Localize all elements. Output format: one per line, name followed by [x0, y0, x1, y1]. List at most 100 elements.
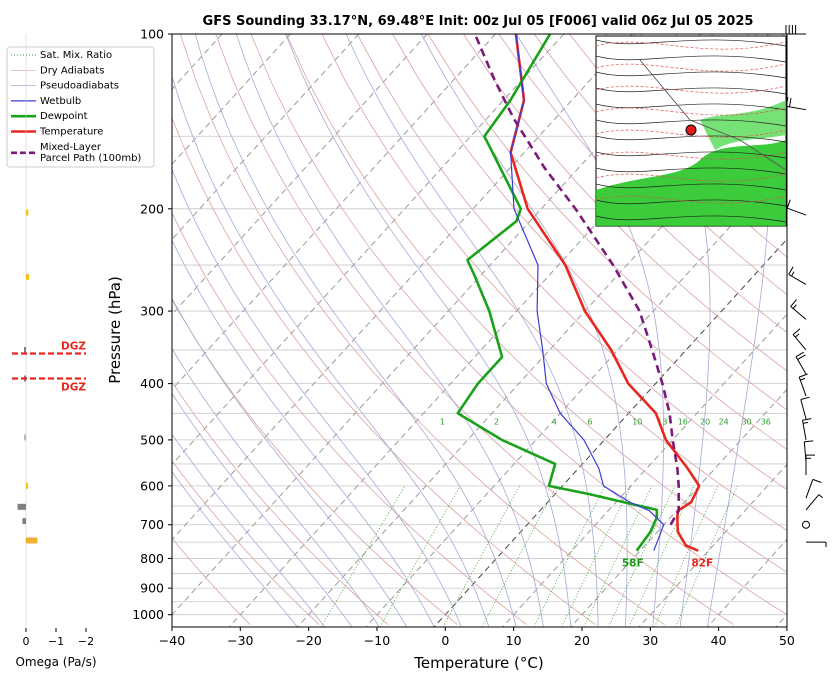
wind-barb	[787, 200, 806, 215]
mix-ratio-label: 36	[761, 417, 771, 426]
x-tick-label: 10	[506, 633, 522, 648]
barb-staff	[806, 495, 819, 510]
mix-ratio-label: 16	[678, 417, 688, 426]
wind-barb	[806, 542, 826, 547]
wind-barb	[801, 397, 810, 419]
omega-tick-label: 0	[23, 635, 30, 648]
barb-staff	[806, 479, 813, 498]
omega-axis-label: Omega (Pa/s)	[15, 655, 96, 669]
wind-barb	[799, 374, 807, 396]
barb-flag	[789, 267, 794, 275]
omega-bar	[22, 518, 26, 524]
x-axis-label: Temperature (°C)	[413, 654, 543, 672]
barb-flag	[813, 479, 822, 482]
barb-flag	[803, 419, 812, 421]
barb-flag	[793, 305, 796, 309]
mix-ratio-label: 2	[494, 417, 499, 426]
calm-circle	[803, 521, 810, 528]
omega-bar	[26, 483, 28, 489]
legend-label: Sat. Mix. Ratio	[40, 50, 112, 61]
omega-bar	[26, 274, 29, 280]
legend-label: Temperature	[39, 127, 103, 138]
wind-barb	[793, 329, 806, 350]
wind-barb	[796, 352, 806, 374]
barb-staff	[799, 377, 806, 396]
omega-bar	[24, 434, 26, 440]
omega-tick-label: −2	[78, 635, 94, 648]
barb-flag	[804, 441, 813, 442]
inset-map	[596, 36, 786, 226]
x-tick-label: −20	[295, 633, 321, 648]
y-tick-label: 200	[140, 201, 164, 216]
y-tick-label: 700	[140, 517, 164, 532]
chart-title: GFS Sounding 33.17°N, 69.48°E Init: 00z …	[203, 14, 754, 29]
dry-adiabat	[782, 34, 832, 625]
barb-flag	[790, 98, 792, 107]
barb-flag	[803, 423, 808, 424]
y-tick-label: 300	[140, 304, 164, 319]
omega-tick-label: −1	[48, 635, 64, 648]
wind-barbs	[786, 25, 826, 547]
x-tick-label: −30	[227, 633, 253, 648]
y-tick-label: 800	[140, 551, 164, 566]
wind-barb	[786, 97, 806, 109]
legend-label: Dry Adiabats	[40, 65, 104, 76]
omega-bar	[24, 347, 26, 353]
dgz-label: DGZ	[61, 341, 86, 353]
x-tick-label: 0	[441, 633, 449, 648]
x-tick-label: −10	[364, 633, 390, 648]
wind-barb	[806, 455, 815, 475]
omega-bar	[26, 210, 28, 216]
y-tick-label: 1000	[132, 607, 164, 622]
wind-barb	[803, 419, 812, 440]
y-tick-label: 900	[140, 581, 164, 596]
legend-label: Mixed-Layer	[40, 142, 102, 153]
wind-barb	[806, 479, 821, 498]
dewpoint-surface-label: 58F	[622, 558, 644, 570]
mix-ratio-label: 10	[632, 417, 642, 426]
x-tick-label: 20	[574, 633, 590, 648]
omega-bar	[18, 504, 26, 510]
wind-barb	[791, 300, 806, 320]
x-tick-label: 40	[711, 633, 727, 648]
mix-ratio-label: 1	[440, 417, 445, 426]
barb-staff	[796, 357, 806, 374]
legend-label: Dewpoint	[40, 111, 88, 122]
wind-barb	[803, 521, 810, 528]
barb-flag	[819, 495, 823, 498]
barb-staff	[789, 275, 806, 285]
barb-staff	[801, 400, 806, 419]
omega-bar	[26, 537, 37, 543]
y-tick-label: 100	[140, 27, 164, 42]
y-tick-label: 600	[140, 478, 164, 493]
barb-flag	[801, 397, 810, 399]
barb-flag	[787, 200, 790, 209]
x-tick-label: 50	[779, 633, 795, 648]
legend-label: Wetbulb	[40, 96, 81, 107]
temperature-surface-label: 82F	[691, 558, 713, 570]
wind-barb	[789, 267, 806, 285]
barb-flag	[800, 378, 805, 380]
mix-ratio-label: 30	[742, 417, 752, 426]
x-tick-label: −40	[159, 633, 185, 648]
barb-flag	[792, 272, 795, 276]
barb-staff	[791, 307, 806, 320]
barb-flag	[795, 334, 799, 337]
barb-flag	[799, 374, 807, 377]
location-marker	[686, 125, 696, 135]
wind-barb	[786, 25, 806, 34]
barb-flag	[793, 329, 800, 335]
mix-ratio-label: 20	[700, 417, 710, 426]
y-tick-label: 500	[140, 432, 164, 447]
legend: Sat. Mix. Ratio Dry Adiabats Pseudoadiabat…	[7, 47, 154, 167]
y-tick-label: 400	[140, 376, 164, 391]
mix-ratio-label: 4	[552, 417, 557, 426]
y-axis-label: Pressure (hPa)	[106, 276, 124, 384]
x-tick-label: 30	[642, 633, 658, 648]
dgz-label: DGZ	[61, 382, 86, 394]
legend-label: Pseudoadiabats	[40, 81, 119, 92]
mix-ratio-label: 6	[587, 417, 592, 426]
wind-barb	[806, 495, 823, 510]
